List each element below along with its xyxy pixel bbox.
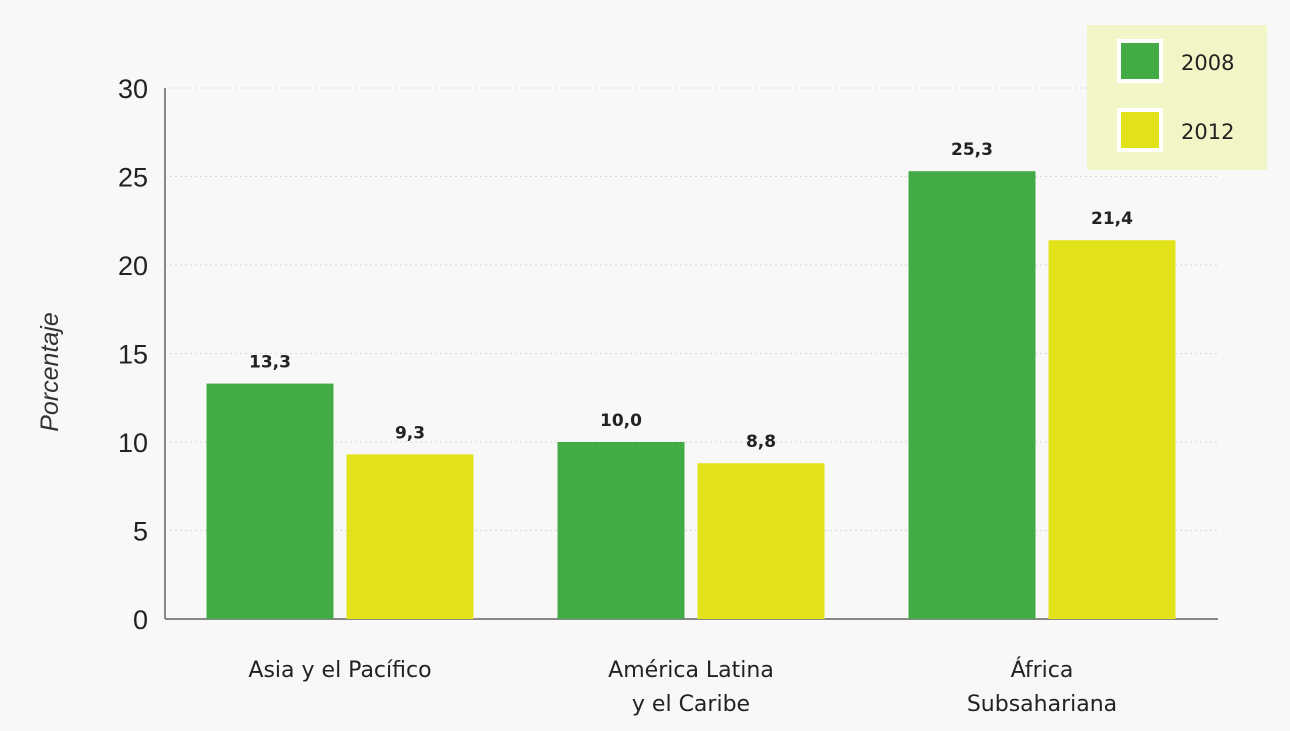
bar-2012-2	[1048, 240, 1176, 619]
x-category-label: y el Caribe	[632, 692, 750, 717]
bar-2012-1	[697, 463, 825, 619]
y-tick-label: 30	[118, 74, 148, 104]
y-tick-label: 5	[133, 517, 148, 547]
data-label: 8,8	[746, 432, 776, 452]
legend-swatch-2008	[1117, 39, 1163, 83]
label-layer: 0 5 10 15 20 25 30 13,3 9,3 Asia y el Pacífico 10,…	[118, 74, 1133, 717]
legend-background	[1087, 25, 1267, 170]
legend-swatch-2012	[1117, 108, 1163, 152]
y-tick-label: 0	[133, 605, 148, 635]
data-label: 9,3	[395, 423, 425, 443]
legend-label: 2008	[1181, 51, 1234, 75]
x-category-label: Asia y el Pacífico	[248, 658, 431, 683]
data-label: 13,3	[249, 353, 291, 373]
grid-layer	[165, 87, 1218, 531]
x-category-label: África	[1011, 657, 1074, 683]
axis-layer	[164, 88, 1218, 620]
legend-label: 2012	[1181, 120, 1234, 144]
bar-2008-2	[908, 171, 1036, 619]
data-label: 21,4	[1091, 209, 1133, 229]
data-label: 25,3	[951, 140, 993, 160]
bar-2008-1	[557, 442, 685, 619]
y-axis-label: Porcentaje	[36, 312, 64, 432]
bar-2008-0	[206, 383, 334, 619]
x-category-label: América Latina	[608, 658, 774, 683]
data-label: 10,0	[600, 411, 642, 431]
legend: 2008 2012	[1087, 25, 1267, 170]
y-tick-label: 20	[118, 251, 148, 281]
y-tick-label: 15	[118, 340, 148, 370]
x-category-label: Subsahariana	[967, 692, 1117, 717]
bar-2012-0	[346, 454, 474, 619]
y-tick-label: 25	[118, 163, 148, 193]
bar-layer	[206, 171, 1176, 619]
y-tick-label: 10	[118, 428, 148, 458]
